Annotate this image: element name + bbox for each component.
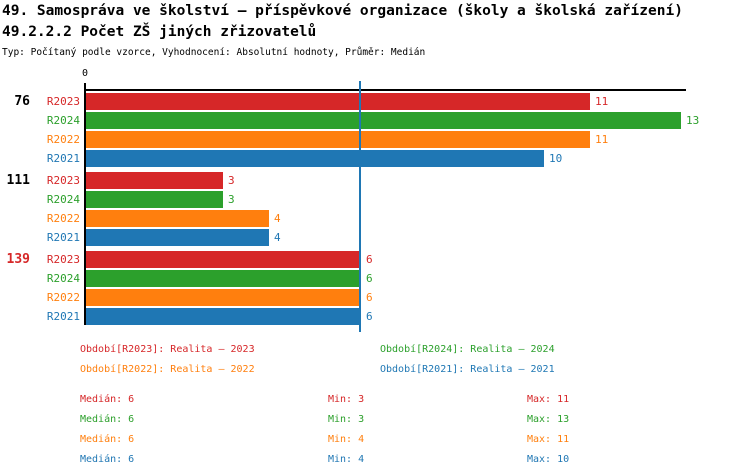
chart-meta-line: Typ: Počítaný podle vzorce, Vyhodnocení:… xyxy=(2,47,426,58)
bar-value-label: 3 xyxy=(228,174,235,187)
bar-row-label: R2022 xyxy=(46,291,80,304)
stat-min: Min: 3 xyxy=(328,414,365,425)
x-axis-line xyxy=(85,89,686,91)
stat-max: Max: 10 xyxy=(527,454,570,465)
stat-median: Medián: 6 xyxy=(80,394,135,405)
bar xyxy=(86,308,361,325)
bar-row-label: R2024 xyxy=(46,114,80,127)
stat-min: Min: 4 xyxy=(328,454,365,465)
stat-min: Min: 4 xyxy=(328,434,365,445)
bar-row-label: R2022 xyxy=(46,133,80,146)
legend-item: Období[R2023]: Realita – 2023 xyxy=(80,344,255,355)
stat-max: Max: 11 xyxy=(527,394,570,405)
bar xyxy=(86,270,361,287)
page-title: 49. Samospráva ve školství – příspěvkové… xyxy=(2,3,683,19)
legend-item: Období[R2024]: Realita – 2024 xyxy=(380,344,555,355)
bar xyxy=(86,251,361,268)
bar-value-label: 13 xyxy=(686,114,700,127)
bar xyxy=(86,289,361,306)
stat-median: Medián: 6 xyxy=(80,414,135,425)
bar-row-label: R2024 xyxy=(46,272,80,285)
indicator-subtitle: 49.2.2.2 Počet ZŠ jiných zřizovatelů xyxy=(2,24,317,40)
bar-row-label: R2021 xyxy=(46,231,80,244)
bar xyxy=(86,93,590,110)
bar-value-label: 6 xyxy=(366,253,373,266)
bar-value-label: 11 xyxy=(595,133,609,146)
bar-row-label: R2021 xyxy=(46,310,80,323)
bar-value-label: 4 xyxy=(274,231,281,244)
bar-value-label: 10 xyxy=(549,152,563,165)
group-label: 111 xyxy=(6,173,30,188)
stat-max: Max: 11 xyxy=(527,434,570,445)
y-axis-line xyxy=(84,89,86,325)
bar-value-label: 6 xyxy=(366,291,373,304)
bar-row-label: R2021 xyxy=(46,152,80,165)
x-axis-tick-mark xyxy=(84,83,86,90)
group-label: 139 xyxy=(6,252,30,267)
bar-row-label: R2022 xyxy=(46,212,80,225)
bar-row-label: R2023 xyxy=(46,174,80,187)
bar xyxy=(86,172,223,189)
stat-min: Min: 3 xyxy=(328,394,365,405)
bar xyxy=(86,210,269,227)
bar-value-label: 6 xyxy=(366,272,373,285)
stat-median: Medián: 6 xyxy=(80,454,135,465)
legend-item: Období[R2022]: Realita – 2022 xyxy=(80,364,255,375)
legend-item: Období[R2021]: Realita – 2021 xyxy=(380,364,555,375)
stat-max: Max: 13 xyxy=(527,414,570,425)
bar-row-label: R2023 xyxy=(46,95,80,108)
bar xyxy=(86,112,681,129)
bar-value-label: 6 xyxy=(366,310,373,323)
bar-row-label: R2023 xyxy=(46,253,80,266)
bar xyxy=(86,229,269,246)
bar xyxy=(86,191,223,208)
median-reference-line xyxy=(359,81,361,332)
bar-value-label: 3 xyxy=(228,193,235,206)
group-label: 76 xyxy=(14,94,30,109)
bar xyxy=(86,150,544,167)
bar xyxy=(86,131,590,148)
bar-value-label: 11 xyxy=(595,95,609,108)
bar-chart: 0 76 R2023 11 R2024 13 R2022 11 R2021 10 111 R2023… xyxy=(6,68,700,332)
bar-row-label: R2024 xyxy=(46,193,80,206)
stat-median: Medián: 6 xyxy=(80,434,135,445)
x-axis-zero-tick-label: 0 xyxy=(81,68,89,79)
bar-value-label: 4 xyxy=(274,212,281,225)
